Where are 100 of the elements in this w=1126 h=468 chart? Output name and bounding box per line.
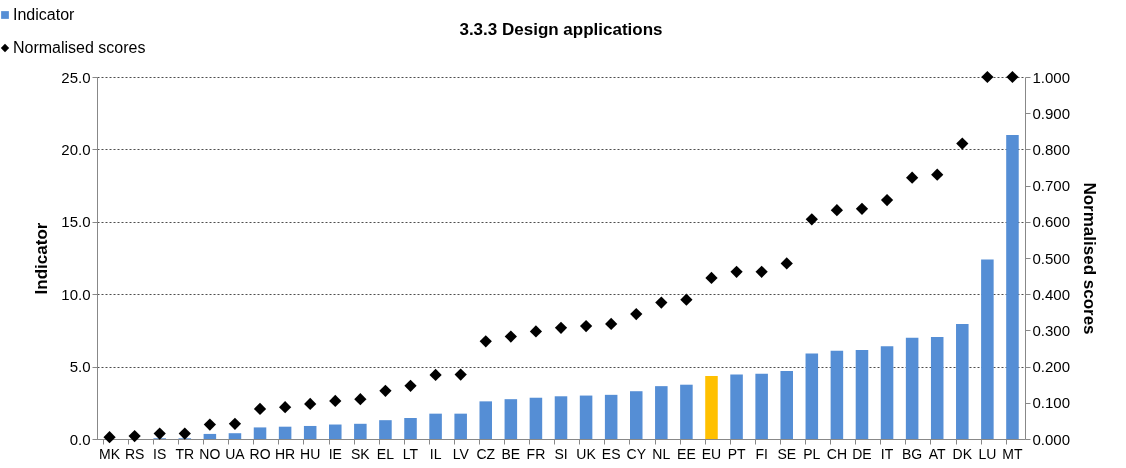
y2-tick-label: 1.000	[1032, 68, 1071, 86]
x-tick-label: EL	[376, 445, 395, 462]
x-tick-label: CZ	[476, 445, 496, 462]
point	[379, 384, 392, 397]
y-tick-label: 15.0	[61, 213, 91, 231]
bar	[228, 433, 242, 439]
bar	[905, 337, 919, 439]
x-tick-label: AT	[928, 445, 947, 462]
x-tick-label: CY	[626, 445, 647, 462]
bar	[379, 420, 392, 439]
x-tick-label: DK	[952, 445, 973, 462]
y-tick-label: 20.0	[61, 140, 91, 158]
x-tick-label: BG	[902, 445, 923, 462]
x-tick-label: NL	[652, 445, 671, 462]
point	[554, 321, 568, 334]
point	[1006, 70, 1019, 84]
bar	[1006, 134, 1019, 439]
point	[454, 368, 467, 381]
x-tick-label: RO	[249, 445, 271, 462]
point	[880, 193, 894, 207]
x-tick-label: SE	[777, 445, 797, 462]
bar	[354, 423, 367, 439]
bar	[705, 376, 718, 439]
bar	[429, 413, 442, 439]
bar	[830, 350, 844, 439]
y-axis-title: Indicator	[32, 222, 52, 295]
bar	[529, 397, 543, 439]
point	[830, 204, 844, 217]
x-tick-label: SK	[351, 445, 371, 462]
point	[605, 317, 618, 331]
y2-axis-title: Normalised scores	[1080, 182, 1100, 335]
bar	[329, 424, 342, 439]
bar	[303, 425, 317, 439]
bar	[629, 391, 643, 439]
bar	[680, 384, 693, 439]
point	[579, 319, 593, 333]
point	[153, 427, 166, 440]
point	[956, 137, 969, 150]
y2-tick-label: 0.200	[1032, 358, 1071, 376]
point	[203, 418, 216, 431]
legend-label: Normalised scores	[13, 39, 146, 56]
legend-label: Indicator	[13, 6, 76, 23]
x-tick-label: LT	[402, 445, 419, 462]
x-tick-label: ES	[601, 445, 621, 462]
point	[855, 202, 869, 215]
x-tick-label: FR	[526, 445, 546, 462]
bar	[780, 370, 793, 439]
x-tick-label: LV	[452, 445, 470, 462]
bar	[404, 418, 417, 439]
x-tick-label: PT	[727, 445, 746, 462]
x-tick-label: HR	[274, 445, 296, 462]
bar	[479, 401, 493, 439]
point	[228, 417, 242, 430]
bar	[554, 396, 568, 439]
point	[931, 168, 944, 181]
bar	[278, 426, 292, 439]
x-tick-label: EU	[701, 445, 722, 462]
bar	[454, 413, 467, 439]
bar	[930, 336, 944, 439]
y-tick-label: 10.0	[61, 285, 91, 303]
x-tick-label: BE	[501, 445, 521, 462]
x-tick-label: IL	[429, 445, 442, 462]
y2-tick-label: 0.000	[1032, 430, 1071, 448]
x-tick-label: UA	[225, 445, 246, 462]
y-tick-label: 25.0	[61, 68, 91, 86]
bar	[956, 323, 969, 439]
point	[479, 335, 492, 348]
y2-tick-label: 0.800	[1032, 140, 1071, 158]
x-tick-label: CH	[826, 445, 848, 462]
x-tick-label: TR	[175, 445, 195, 462]
bar	[730, 374, 743, 439]
x-tick-label: IE	[328, 445, 342, 462]
x-tick-label: HU	[300, 445, 321, 462]
x-tick-label: IT	[880, 445, 894, 462]
y2-tick-label: 0.700	[1032, 177, 1071, 195]
y2-tick-label: 0.400	[1032, 285, 1071, 303]
x-tick-label: MK	[99, 445, 121, 462]
x-tick-label: RS	[124, 445, 145, 462]
point	[655, 296, 668, 309]
bar	[504, 399, 518, 439]
point	[329, 394, 342, 408]
bar	[203, 433, 217, 439]
chart-title: 3.3.3 Design applications	[459, 20, 663, 39]
x-tick-label: PL	[803, 445, 821, 462]
y2-tick-label: 0.900	[1032, 104, 1071, 122]
point	[304, 397, 317, 411]
point	[780, 257, 793, 270]
bar	[981, 259, 994, 439]
y2-tick-label: 0.300	[1032, 321, 1071, 339]
x-tick-label: NO	[199, 445, 221, 462]
y-tick-label: 0.0	[69, 430, 91, 448]
point	[103, 431, 116, 444]
point	[354, 393, 367, 406]
bar	[655, 386, 668, 439]
point	[730, 265, 743, 278]
x-tick-label: FI	[755, 445, 768, 462]
point	[128, 429, 141, 443]
x-tick-label: MT	[1002, 445, 1024, 462]
bar	[755, 373, 768, 439]
x-tick-label: LU	[978, 445, 997, 462]
